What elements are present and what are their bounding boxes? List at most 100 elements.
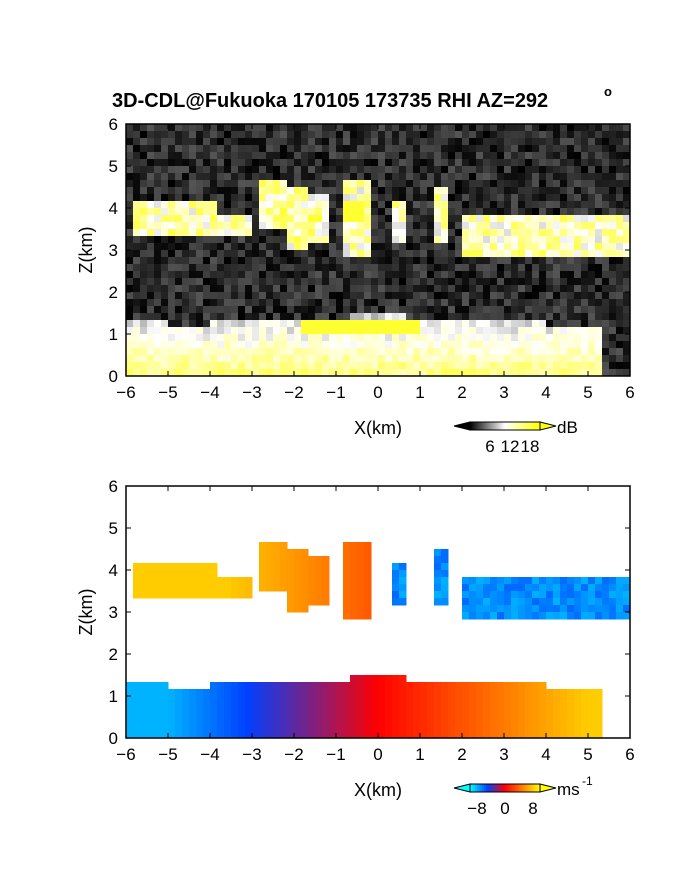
field-cell <box>476 194 484 202</box>
field-cell <box>140 292 148 300</box>
field-cell <box>378 236 386 244</box>
field-cell <box>427 215 435 223</box>
field-cell <box>560 201 568 209</box>
field-cell <box>329 187 337 195</box>
field-cell <box>182 173 190 181</box>
field-cell <box>364 194 372 202</box>
field-cell <box>133 257 141 265</box>
field-cell <box>574 208 582 216</box>
field-cell <box>546 257 554 265</box>
field-cell <box>140 264 148 272</box>
field-cell <box>154 710 162 718</box>
field-cell <box>553 264 561 272</box>
field-cell <box>350 124 358 132</box>
field-cell <box>497 598 505 606</box>
field-cell <box>581 292 589 300</box>
field-cell <box>441 173 449 181</box>
field-cell <box>518 131 526 139</box>
field-cell <box>462 292 470 300</box>
field-cell <box>588 731 596 739</box>
field-cell <box>315 731 323 739</box>
field-cell <box>350 605 358 613</box>
field-cell <box>343 703 351 711</box>
field-cell <box>441 731 449 739</box>
field-cell <box>441 131 449 139</box>
field-cell <box>504 236 512 244</box>
field-cell <box>532 306 540 314</box>
field-cell <box>490 131 498 139</box>
field-cell <box>147 215 155 223</box>
field-cell <box>266 299 274 307</box>
field-cell <box>476 612 484 620</box>
field-cell <box>392 166 400 174</box>
field-cell <box>546 605 554 613</box>
field-cell <box>357 591 365 599</box>
field-cell <box>392 369 400 377</box>
field-cell <box>609 152 617 160</box>
field-cell <box>441 348 449 356</box>
field-cell <box>623 320 631 328</box>
field-cell <box>539 598 547 606</box>
field-cell <box>476 710 484 718</box>
field-cell <box>350 598 358 606</box>
field-cell <box>147 724 155 732</box>
field-cell <box>329 292 337 300</box>
field-cell <box>595 222 603 230</box>
field-cell <box>511 696 519 704</box>
field-cell <box>280 243 288 251</box>
field-cell <box>462 717 470 725</box>
field-cell <box>259 682 267 690</box>
field-cell <box>434 180 442 188</box>
field-cell <box>518 292 526 300</box>
field-cell <box>518 285 526 293</box>
field-cell <box>441 591 449 599</box>
field-cell <box>259 208 267 216</box>
field-cell <box>378 131 386 139</box>
field-cell <box>301 131 309 139</box>
field-cell <box>434 313 442 321</box>
x-tick-label: 0 <box>373 745 382 764</box>
field-cell <box>525 278 533 286</box>
field-cell <box>182 703 190 711</box>
field-cell <box>329 243 337 251</box>
colorbar-swatch <box>527 784 530 792</box>
field-cell <box>273 257 281 265</box>
field-cell <box>308 717 316 725</box>
field-cell <box>322 306 330 314</box>
field-cell <box>532 612 540 620</box>
field-cell <box>273 138 281 146</box>
field-cell <box>581 250 589 258</box>
field-cell <box>357 710 365 718</box>
colorbar-swatch <box>506 422 509 430</box>
field-cell <box>511 306 519 314</box>
field-cell <box>406 131 414 139</box>
field-cell <box>308 187 316 195</box>
field-cell <box>371 152 379 160</box>
field-cell <box>385 215 393 223</box>
field-cell <box>168 215 176 223</box>
field-cell <box>455 313 463 321</box>
field-cell <box>189 159 197 167</box>
field-cell <box>462 348 470 356</box>
field-cell <box>280 285 288 293</box>
field-cell <box>364 222 372 230</box>
field-cell <box>182 731 190 739</box>
field-cell <box>413 278 421 286</box>
field-cell <box>294 222 302 230</box>
field-cell <box>581 605 589 613</box>
field-cell <box>574 187 582 195</box>
field-cell <box>357 577 365 585</box>
field-cell <box>210 696 218 704</box>
colorbar-swatch <box>512 422 515 430</box>
field-cell <box>504 320 512 328</box>
field-cell <box>350 166 358 174</box>
field-cell <box>609 159 617 167</box>
field-cell <box>280 577 288 585</box>
field-cell <box>413 124 421 132</box>
field-cell <box>280 215 288 223</box>
field-cell <box>448 229 456 237</box>
field-cell <box>469 710 477 718</box>
field-cell <box>287 201 295 209</box>
field-cell <box>308 731 316 739</box>
field-cell <box>490 724 498 732</box>
